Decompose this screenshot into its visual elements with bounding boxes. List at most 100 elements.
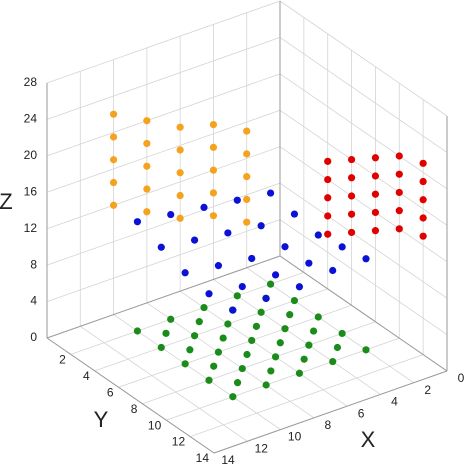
grid-line <box>46 219 281 302</box>
point <box>324 230 332 238</box>
point <box>209 143 218 151</box>
y-tick-label: 2 <box>59 353 66 367</box>
grid-line <box>246 267 414 384</box>
point <box>271 271 280 279</box>
point <box>266 280 275 288</box>
z-tick-label: 20 <box>24 148 38 162</box>
point <box>290 296 299 305</box>
point <box>243 150 251 158</box>
point <box>262 294 270 303</box>
point <box>133 327 142 335</box>
point <box>267 367 275 375</box>
z-tick-label: 4 <box>30 294 37 308</box>
point <box>143 185 151 193</box>
point <box>371 172 380 180</box>
x-tick-label: 8 <box>325 418 332 432</box>
point <box>309 327 318 335</box>
x-tick-label: 6 <box>358 406 365 420</box>
point <box>181 269 189 277</box>
z-tick-label: 16 <box>24 184 38 198</box>
point <box>262 381 270 389</box>
point <box>395 225 403 233</box>
point <box>109 201 118 209</box>
point <box>281 325 289 333</box>
point <box>419 232 427 240</box>
point <box>314 313 322 321</box>
point <box>419 177 427 186</box>
point <box>266 189 275 197</box>
point <box>347 228 356 237</box>
point <box>205 376 213 384</box>
y-tick-label: 10 <box>148 418 162 432</box>
point <box>305 259 313 267</box>
point <box>224 229 232 237</box>
grid-line <box>142 321 376 405</box>
point <box>143 117 151 125</box>
point <box>224 320 232 328</box>
point <box>371 227 380 235</box>
point <box>419 214 427 222</box>
y-tick-label: 12 <box>172 435 186 449</box>
point <box>324 157 332 165</box>
box-edge <box>213 370 448 454</box>
point <box>347 155 356 164</box>
point <box>143 208 151 216</box>
point <box>109 110 118 118</box>
point <box>362 255 370 263</box>
y-tick-label: 8 <box>131 402 138 416</box>
point <box>324 212 332 220</box>
grid-line <box>166 337 400 421</box>
x-tick-label: 2 <box>424 383 431 397</box>
z-tick-label: 24 <box>24 112 38 126</box>
point <box>371 190 380 198</box>
point <box>233 379 242 387</box>
point <box>276 339 284 347</box>
point <box>305 341 313 349</box>
grid-line <box>279 37 448 153</box>
point <box>209 121 218 129</box>
point <box>329 266 337 275</box>
point <box>248 336 256 345</box>
box-edge <box>46 337 215 454</box>
point <box>209 166 218 174</box>
point <box>371 154 380 162</box>
point <box>371 208 380 217</box>
grid-line <box>70 272 304 355</box>
point <box>395 170 403 178</box>
grid-line <box>94 288 328 372</box>
point <box>347 192 356 200</box>
point <box>233 196 241 204</box>
point <box>347 174 356 182</box>
point <box>167 210 175 219</box>
point <box>143 139 151 148</box>
x-axis-label: X <box>361 427 376 452</box>
point <box>243 350 251 359</box>
point <box>395 188 403 197</box>
point <box>176 146 184 154</box>
x-tick-label: 12 <box>255 441 269 455</box>
point <box>214 262 223 270</box>
point <box>290 210 299 218</box>
point <box>333 343 342 352</box>
point <box>157 243 165 251</box>
point <box>395 207 403 215</box>
x-tick-label: 10 <box>288 430 302 444</box>
point <box>109 133 118 141</box>
point <box>229 306 237 314</box>
z-axis-label: Z <box>0 189 13 214</box>
grid-line <box>46 37 281 120</box>
point <box>176 123 184 131</box>
box-edge <box>46 255 281 339</box>
point <box>229 393 237 401</box>
point <box>257 222 265 230</box>
point <box>143 162 151 170</box>
point <box>176 214 184 222</box>
point <box>181 360 189 368</box>
y-tick-label: 14 <box>196 451 210 465</box>
grid-line <box>279 0 448 117</box>
grid-line <box>146 302 315 419</box>
point <box>190 332 199 340</box>
x-tick-label: 4 <box>391 395 398 409</box>
point <box>209 189 218 197</box>
